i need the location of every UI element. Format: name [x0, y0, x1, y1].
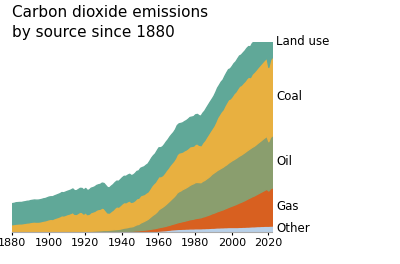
- Text: Carbon dioxide emissions
by source since 1880: Carbon dioxide emissions by source since…: [12, 5, 208, 40]
- Text: Oil: Oil: [276, 155, 292, 168]
- Text: Other: Other: [276, 223, 310, 235]
- Text: Gas: Gas: [276, 200, 298, 213]
- Text: Land use: Land use: [276, 35, 329, 48]
- Text: Coal: Coal: [276, 90, 302, 103]
